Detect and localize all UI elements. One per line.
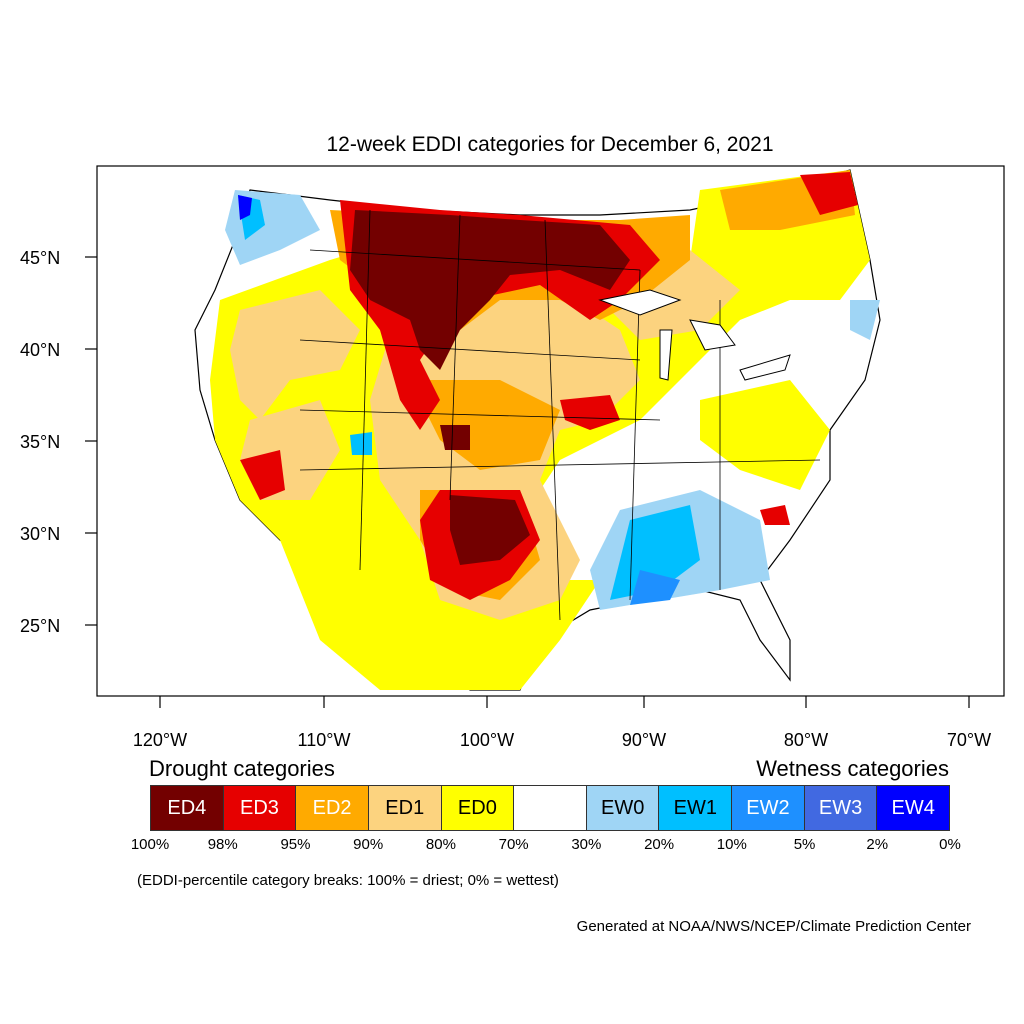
- legend-category-ew3: EW3: [804, 786, 878, 830]
- legend-category-ew4: EW4: [877, 786, 950, 830]
- longitude-axis: 120°W 110°W 100°W 90°W 80°W 70°W: [133, 696, 991, 750]
- percentile-break: 5%: [793, 836, 816, 853]
- lon-label: 110°W: [298, 730, 351, 750]
- wetness-categories-title: Wetness categories: [756, 756, 949, 781]
- percentile-break: 2%: [866, 836, 889, 853]
- eddi-map: 45°N 40°N 35°N 30°N 25°N 120°W 110°W 100°W 90°W…: [20, 165, 1005, 750]
- category-legend: ED4 ED3 ED2 ED1 ED0 EW0 EW1 EW2 EW3 EW4: [150, 785, 950, 831]
- lon-label: 120°W: [133, 730, 187, 750]
- lon-label: 80°W: [784, 730, 828, 750]
- percentile-break: 0%: [939, 836, 961, 853]
- legend-category-ew2: EW2: [732, 786, 805, 830]
- percentile-break: 70%: [498, 836, 529, 853]
- percentile-break: 90%: [353, 836, 384, 853]
- legend-category-ed0: ED0: [441, 786, 515, 830]
- lat-label: 35°N: [20, 432, 60, 452]
- category-breaks-note: (EDDI-percentile category breaks: 100% =…: [137, 872, 559, 889]
- legend-category-ed2: ED2: [296, 786, 369, 830]
- legend-category-ew1: EW1: [659, 786, 733, 830]
- legend-category-ed3: ED3: [223, 786, 297, 830]
- map-title: 12-week EDDI categories for December 6, …: [326, 133, 774, 156]
- lon-label: 70°W: [947, 730, 991, 750]
- map-frame: [96, 165, 1005, 697]
- lon-label: 100°W: [460, 730, 514, 750]
- percentile-break: 10%: [716, 836, 747, 853]
- latitude-axis: 45°N 40°N 35°N 30°N 25°N: [20, 248, 97, 636]
- lat-label: 45°N: [20, 248, 60, 268]
- legend-category-normal: [514, 786, 587, 830]
- legend-category-ed1: ED1: [368, 786, 442, 830]
- legend-category-ew0: EW0: [586, 786, 660, 830]
- percentile-break: 95%: [280, 836, 311, 853]
- drought-categories-title: Drought categories: [149, 756, 335, 781]
- percentile-break: 80%: [425, 836, 456, 853]
- lat-label: 40°N: [20, 340, 60, 360]
- percentile-break: 30%: [571, 836, 602, 853]
- credit-line: Generated at NOAA/NWS/NCEP/Climate Predi…: [576, 918, 971, 935]
- legend-category-ed4: ED4: [151, 786, 224, 830]
- percentile-break: 20%: [644, 836, 675, 853]
- percentile-break: 100%: [130, 836, 170, 853]
- percentile-break: 98%: [207, 836, 238, 853]
- lat-label: 25°N: [20, 616, 60, 636]
- lat-label: 30°N: [20, 524, 60, 544]
- lon-label: 90°W: [622, 730, 666, 750]
